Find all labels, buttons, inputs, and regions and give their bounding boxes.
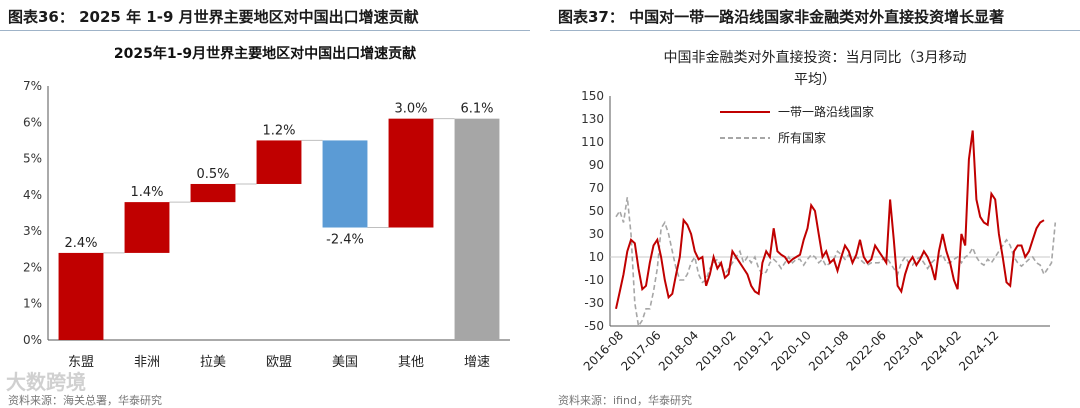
line-chart: 中国非金融类对外直接投资：当月同比（3月移动 平均） -50 -30 -10 10 30…: [581, 49, 1057, 374]
bar-value-label: 6.1%: [460, 102, 493, 117]
bar-value-label: -2.4%: [326, 233, 364, 248]
y-tick-label: 4%: [23, 188, 42, 202]
x-tick-label: 2016-08: [581, 328, 626, 373]
series-line: [615, 197, 1057, 329]
watermark: 大数跨境: [6, 370, 86, 394]
y-tick-label: 1%: [23, 297, 42, 311]
x-tick-label: 2019-02: [693, 328, 738, 373]
bar: [256, 140, 302, 184]
x-tick-labels: 2016-082017-062018-042019-022019-122020-…: [581, 328, 1002, 373]
series-lines: [615, 130, 1057, 329]
bar: [190, 183, 236, 203]
bars: [58, 118, 500, 341]
y-tick-label: -30: [584, 296, 604, 310]
y-tick-labels: 0% 1% 2% 3% 4% 5% 6% 7%: [23, 79, 42, 347]
bar-value-label: 1.2%: [262, 123, 295, 138]
bar-value-label: 1.4%: [130, 185, 163, 200]
x-tick-label: 拉美: [200, 355, 226, 370]
x-tick-label: 2021-08: [806, 328, 851, 373]
x-tick-label: 欧盟: [266, 355, 292, 370]
x-tick-label: 增速: [464, 355, 490, 370]
y-tick-label: 2%: [23, 260, 42, 274]
title-rule: [550, 30, 1080, 31]
figure-title: 图表36： 2025 年 1-9 月世界主要地区对中国出口增速贡献: [8, 8, 419, 26]
chart-title: 2025年1-9月世界主要地区对中国出口增速贡献: [114, 45, 416, 62]
bar: [322, 140, 368, 228]
y-tick-label: 30: [589, 227, 604, 241]
x-tick-label: 2019-12: [731, 328, 776, 373]
bar: [58, 252, 104, 340]
y-tick-labels: -50 -30 -10 10 30 50 70 90 110 130 150: [581, 89, 604, 333]
bar-value-label: 2.4%: [64, 236, 97, 251]
y-tick-label: 130: [581, 112, 604, 126]
source-note: 资料来源：海关总署，华泰研究: [8, 394, 162, 407]
source-note: 资料来源：ifind，华泰研究: [558, 394, 692, 407]
bar-value-label: 0.5%: [196, 167, 229, 182]
series-line: [615, 130, 1045, 310]
x-tick-label: 2023-04: [881, 328, 926, 373]
y-tick-label: 90: [589, 158, 604, 172]
figure-title: 图表37： 中国对一带一路沿线国家非金融类对外直接投资增长显著: [558, 8, 1005, 26]
y-tick-label: -50: [584, 319, 604, 333]
legend-label: 所有国家: [778, 130, 826, 145]
x-tick-label: 2020-10: [768, 328, 813, 373]
y-tick-label: 110: [581, 135, 604, 149]
y-tick-label: 6%: [23, 115, 42, 129]
waterfall-chart: 2025年1-9月世界主要地区对中国出口增速贡献 0% 1% 2% 3% 4% 5% 6% 7…: [23, 45, 510, 370]
x-tick-label: 2024-02: [919, 328, 964, 373]
x-tick-label: 其他: [398, 355, 424, 370]
bar: [124, 202, 170, 253]
x-tick-label: 2017-06: [618, 328, 663, 373]
chart-title-line-2: 平均）: [794, 72, 836, 88]
x-tick-label: 2022-06: [844, 328, 889, 373]
bar: [388, 118, 434, 228]
right-figure-panel: 图表37： 中国对一带一路沿线国家非金融类对外直接投资增长显著 中国非金融类对外…: [550, 0, 1080, 407]
x-tick-label: 非洲: [134, 355, 160, 370]
y-tick-label: 3%: [23, 224, 42, 238]
bar-value-label: 3.0%: [394, 102, 427, 117]
x-tick-labels: 东盟 非洲 拉美 欧盟 美国 其他 增速: [68, 355, 490, 370]
connector-lines: [103, 118, 455, 254]
y-tick-label: 50: [589, 204, 604, 218]
y-tick-label: 5%: [23, 152, 42, 166]
x-tick-label: 2018-04: [656, 328, 701, 373]
x-tick-label: 东盟: [68, 355, 94, 370]
data-labels: 2.4% 1.4% 0.5% 1.2% -2.4% 3.0% 6.1%: [64, 102, 493, 251]
bar: [454, 118, 500, 341]
title-rule: [0, 30, 530, 31]
x-tick-label: 2024-12: [956, 328, 1001, 373]
y-tick-label: 0%: [23, 333, 42, 347]
legend-label: 一带一路沿线国家: [778, 104, 874, 119]
y-tick-label: 70: [589, 181, 604, 195]
left-figure-panel: 图表36： 2025 年 1-9 月世界主要地区对中国出口增速贡献 2025年1…: [0, 0, 530, 407]
chart-title-line-1: 中国非金融类对外直接投资：当月同比（3月移动: [664, 49, 967, 66]
y-tick-label: 7%: [23, 79, 42, 93]
x-tick-label: 美国: [332, 355, 358, 370]
y-tick-label: 150: [581, 89, 604, 103]
y-tick-label: 10: [589, 250, 604, 264]
y-tick-label: -10: [584, 273, 604, 287]
